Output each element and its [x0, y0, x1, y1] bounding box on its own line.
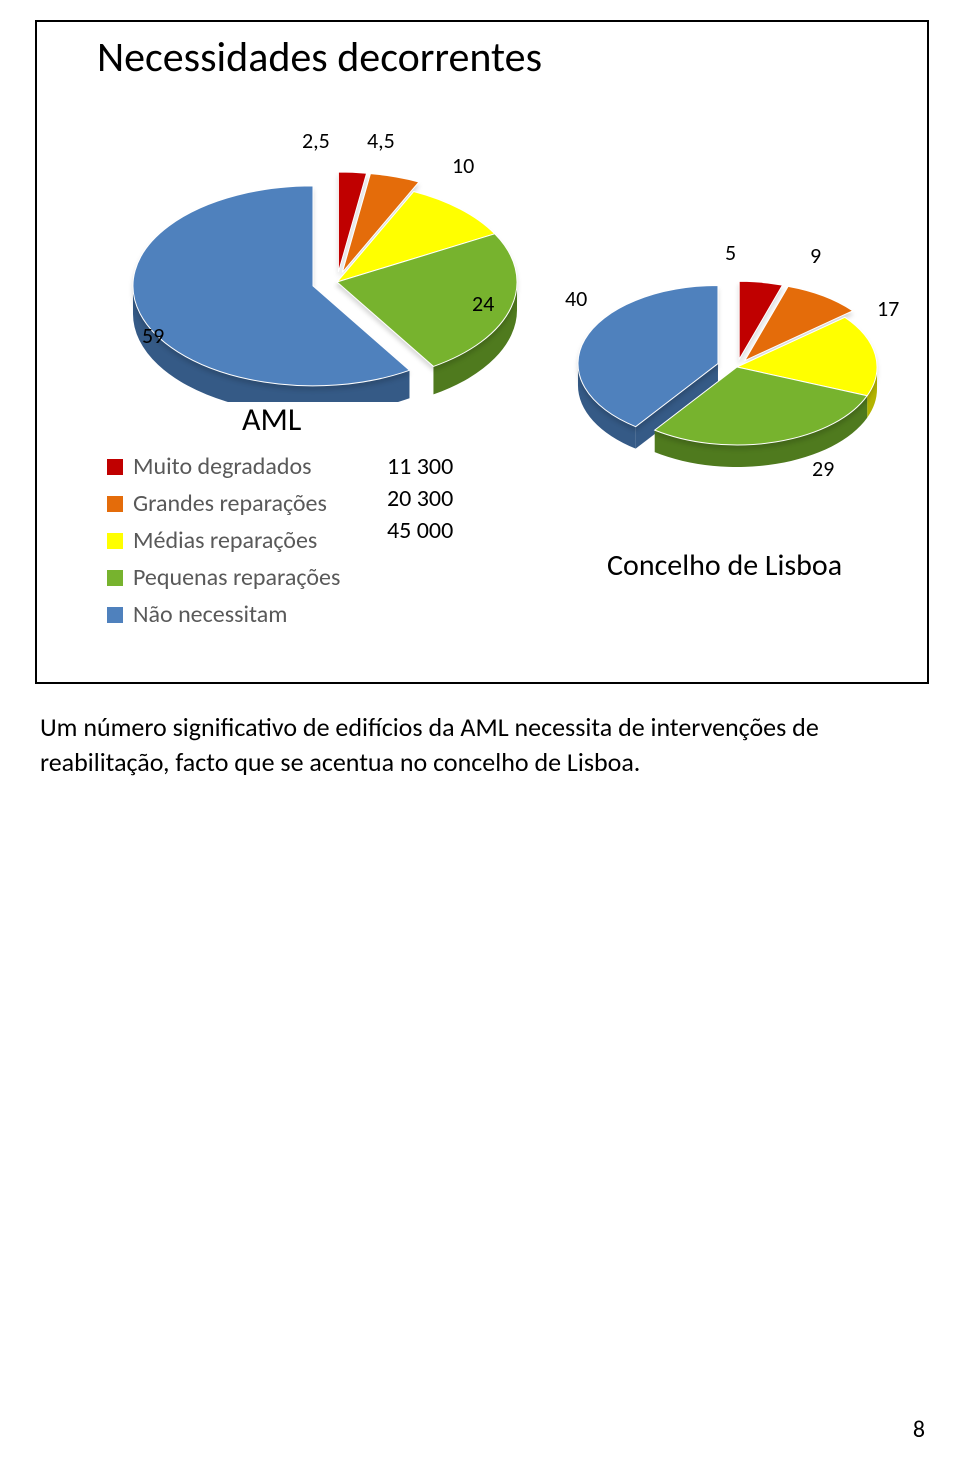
- pie-data-label: 10: [452, 152, 474, 179]
- lisboa-label: Concelho de Lisboa: [607, 547, 842, 584]
- values-column: 11 30020 30045 000: [387, 452, 453, 548]
- legend-label: Grandes reparações: [133, 489, 327, 518]
- pie-lisboa: [567, 237, 907, 487]
- pie-data-label: 17: [877, 295, 899, 322]
- aml-label: AML: [242, 400, 301, 439]
- value-cell: 45 000: [387, 516, 453, 548]
- legend-label: Muito degradados: [133, 452, 312, 481]
- pie-data-label: 40: [565, 285, 587, 312]
- legend-label: Não necessitam: [133, 600, 287, 629]
- chart-container: Necessidades decorrentes AML Concelho de…: [35, 20, 929, 684]
- legend-item: Não necessitam: [107, 600, 340, 629]
- legend: Muito degradados Grandes reparações Médias…: [107, 452, 340, 637]
- legend-label: Pequenas reparações: [133, 563, 340, 592]
- legend-swatch: [107, 533, 123, 549]
- pie-lisboa-svg: [567, 237, 907, 497]
- legend-swatch: [107, 459, 123, 475]
- value-cell: 11 300: [387, 452, 453, 484]
- page-number: 8: [913, 1415, 925, 1444]
- legend-item: Médias reparações: [107, 526, 340, 555]
- pie-data-label: 9: [810, 242, 821, 269]
- legend-item: Grandes reparações: [107, 489, 340, 518]
- value-cell: 20 300: [387, 484, 453, 516]
- pie-data-label: 29: [812, 455, 834, 482]
- pie-data-label: 2,5: [302, 127, 330, 154]
- chart-title: Necessidades decorrentes: [97, 32, 542, 83]
- caption-text: Um número significativo de edifícios da …: [40, 710, 920, 780]
- pie-data-label: 5: [725, 239, 736, 266]
- legend-swatch: [107, 496, 123, 512]
- pie-data-label: 59: [142, 322, 164, 349]
- legend-item: Pequenas reparações: [107, 563, 340, 592]
- legend-swatch: [107, 607, 123, 623]
- legend-label: Médias reparações: [133, 526, 317, 555]
- pie-data-label: 24: [472, 290, 494, 317]
- pie-aml-svg: [107, 112, 547, 402]
- page: Necessidades decorrentes AML Concelho de…: [0, 0, 960, 1469]
- legend-swatch: [107, 570, 123, 586]
- legend-item: Muito degradados: [107, 452, 340, 481]
- pie-data-label: 4,5: [367, 127, 395, 154]
